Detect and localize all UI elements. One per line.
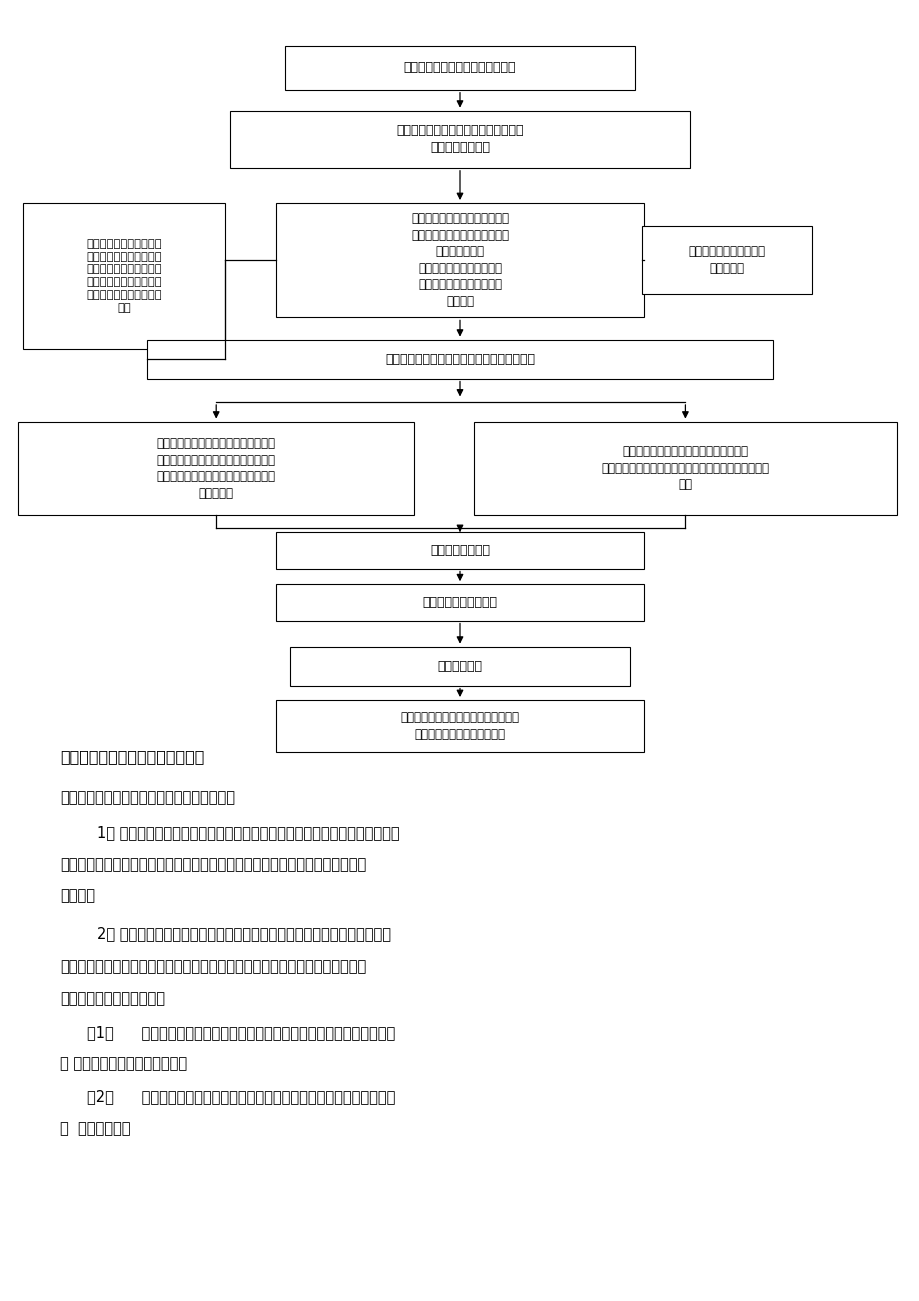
FancyBboxPatch shape [23,203,225,349]
FancyBboxPatch shape [473,422,896,515]
Text: 参与室内排水管道的水压试验、室外隐
蔽或埋地排水管道等非压管道和相关设
备的灌水试验，卫生器具交工前的满水
和通水试验: 参与室内排水管道的水压试验、室外隐 蔽或埋地排水管道等非压管道和相关设 备的灌水… [156,437,276,500]
Text: 审核及验收金属非金属管
材、阀门、卫生器具、各
类表具、消火栓、及附件
设备等材料设备，检查外
观质量及完整的质量保证
资料: 审核及验收金属非金属管 材、阀门、卫生器具、各 类表具、消火栓、及附件 设备等材… [86,239,162,312]
Text: 监督施工单位整改: 监督施工单位整改 [429,544,490,557]
Text: 依据监理合同约定的工程质量保修期监
理时间、范围及内容进行工作: 依据监理合同约定的工程质量保修期监 理时间、范围及内容进行工作 [400,712,519,740]
Text: 审核各子分部、分项工程质量、实施下道工序: 审核各子分部、分项工程质量、实施下道工序 [384,353,535,366]
FancyBboxPatch shape [276,700,643,752]
Text: （2）      企业资质与项目经理等级与本工程等级相符，企业业绩中包含与本: （2） 企业资质与项目经理等级与本工程等级相符，企业业绩中包含与本 [87,1089,395,1105]
FancyBboxPatch shape [147,340,772,379]
FancyBboxPatch shape [276,203,643,317]
FancyBboxPatch shape [641,226,811,294]
Text: 工  程类似项目。: 工 程类似项目。 [60,1121,130,1137]
Text: 编写工程质量评估报告: 编写工程质量评估报告 [422,596,497,609]
Text: 参加竣工验收: 参加竣工验收 [437,660,482,673]
Text: 审核给排水工程承包单位施工方案: 审核给排水工程承包单位施工方案 [403,61,516,74]
FancyBboxPatch shape [276,532,643,569]
Text: （1）      企业资质、工商执照、项目经理及特种专业人员上岗证等符合国家: （1） 企业资质、工商执照、项目经理及特种专业人员上岗证等符合国家 [87,1025,395,1041]
Text: 工需要。: 工需要。 [60,889,95,904]
FancyBboxPatch shape [289,647,630,686]
Text: 2、 审核给排水及采暖工程分包单位资质（其中包括：施工的单位的企业资: 2、 审核给排水及采暖工程分包单位资质（其中包括：施工的单位的企业资 [96,926,391,942]
Text: 1、 本工程按业主审查确认的深化图施工，深化图应符合设计和业主的意图，: 1、 本工程按业主审查确认的深化图施工，深化图应符合设计和业主的意图， [96,825,399,840]
Text: （一）施工前期监理工作的控制要点及目标值: （一）施工前期监理工作的控制要点及目标值 [60,790,234,805]
Text: 核查给排水工程施工条件（临时
用电及场所、预埋件、土建结构
的施工结合部）
过程监理（巡视、旁站、检
查、参加预埋管件等隐蔽工
程验收）: 核查给排水工程施工条件（临时 用电及场所、预埋件、土建结构 的施工结合部） 过程… [411,212,508,308]
Text: 标 准规定，并在法定有效期内；: 标 准规定，并在法定有效期内； [60,1056,187,1072]
FancyBboxPatch shape [285,46,634,90]
Text: 审核施工单位给排水工程质量保证体系
市核分包单位资质: 审核施工单位给排水工程质量保证体系 市核分包单位资质 [396,125,523,154]
Text: 按检验批评定分项、子分
部工程质量: 按检验批评定分项、子分 部工程质量 [687,246,765,275]
FancyBboxPatch shape [276,584,643,621]
Text: 参与（管道保温前）水压试验、冲洗、测
量，竣工预验收及试运行，室内消火栓系统测试及试射
试验: 参与（管道保温前）水压试验、冲洗、测 量，竣工预验收及试运行，室内消火栓系统测试… [601,445,768,492]
FancyBboxPatch shape [18,422,414,515]
Text: 质、工商执照、企业业绩；本工程项目经理资质及等级证书；特种专业施工人员: 质、工商执照、企业业绩；本工程项目经理资质及等级证书；特种专业施工人员 [60,959,366,974]
Text: 给排水各系统应充分满足建筑功能要求，其设计深度、出图速度应能确保现场施: 给排水各系统应充分满足建筑功能要求，其设计深度、出图速度应能确保现场施 [60,857,366,873]
FancyBboxPatch shape [230,111,689,168]
Text: 四、监理工作的控制要点及标准值: 四、监理工作的控制要点及标准值 [60,748,204,764]
Text: 上岗资格证等）要求如下：: 上岗资格证等）要求如下： [60,991,165,1007]
